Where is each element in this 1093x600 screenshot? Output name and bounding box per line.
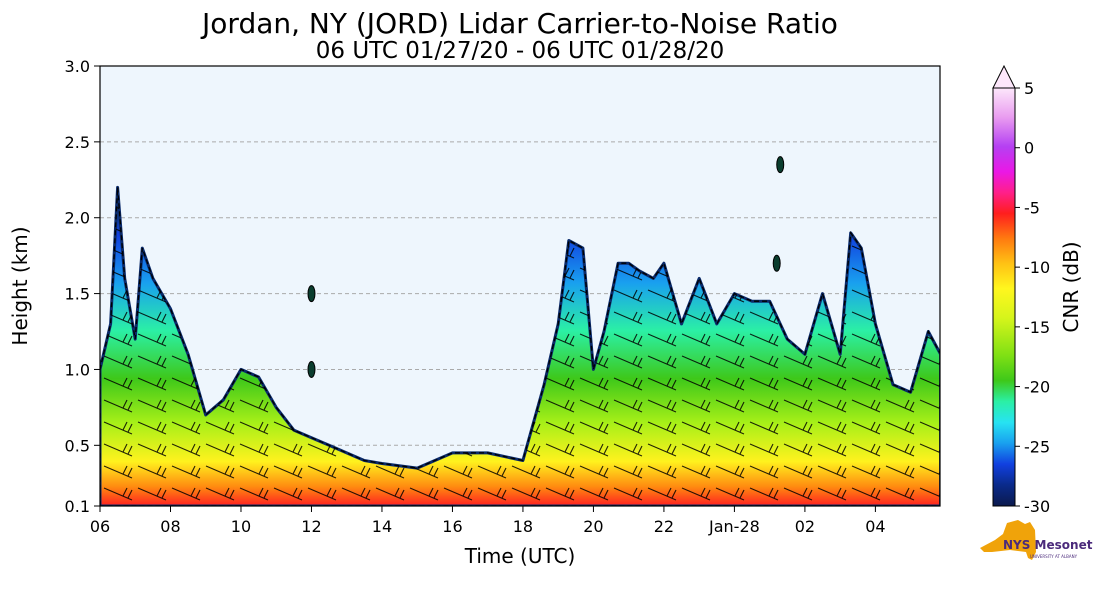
colorbar-tick-label: -20 [1024, 378, 1050, 397]
x-axis: 06 08 10 12 14 16 18 20 22 Jan-28 02 04 [90, 506, 886, 536]
x-axis-label: Time (UTC) [464, 544, 576, 568]
logo-text: NYS Mesonet [1003, 538, 1093, 552]
colorbar-label: CNR (dB) [1059, 241, 1083, 332]
colorbar-ticks: -30 -25 -20 -15 -10 -5 0 5 [1015, 79, 1050, 516]
x-tick-label: 14 [372, 517, 392, 536]
y-tick-label: 0.5 [65, 436, 90, 455]
y-tick-label: 2.5 [65, 133, 90, 152]
y-axis: 0.1 0.5 1.0 1.5 2.0 2.5 3.0 [65, 57, 100, 516]
colorbar-tick-label: -15 [1024, 318, 1050, 337]
x-tick-label: 18 [513, 517, 533, 536]
y-tick-label: 2.0 [65, 209, 90, 228]
colorbar-tick-label: -25 [1024, 437, 1050, 456]
x-tick-label: Jan-28 [708, 517, 760, 536]
colorbar-extend-arrow [992, 64, 1016, 89]
nys-mesonet-logo: NYS Mesonet UNIVERSITY AT ALBANY [980, 520, 1093, 560]
isolated-echo [776, 156, 785, 174]
y-tick-label: 3.0 [65, 57, 90, 76]
x-tick-label: 02 [795, 517, 815, 536]
colorbar-gradient [992, 87, 1016, 507]
isolated-echo [307, 360, 316, 378]
y-tick-label: 1.0 [65, 360, 90, 379]
x-tick-label: 10 [231, 517, 251, 536]
colorbar-tick-label: 0 [1024, 139, 1034, 158]
colorbar-tick-label: -30 [1024, 497, 1050, 516]
x-tick-label: 16 [442, 517, 462, 536]
colorbar [992, 64, 1016, 507]
y-axis-label: Height (km) [8, 226, 32, 345]
colorbar-tick-label: 5 [1024, 79, 1034, 98]
plot-frame [99, 65, 941, 507]
logo-subtext: UNIVERSITY AT ALBANY [1030, 554, 1078, 559]
wind-barbs-overlay [100, 187, 940, 506]
colorbar-tick-label: -10 [1024, 258, 1050, 277]
y-tick-label: 0.1 [65, 497, 90, 516]
x-tick-label: 12 [301, 517, 321, 536]
chart-title: Jordan, NY (JORD) Lidar Carrier-to-Noise… [200, 7, 838, 40]
x-tick-label: 08 [160, 517, 180, 536]
x-tick-label: 22 [654, 517, 674, 536]
ny-state-shape [980, 520, 1036, 560]
y-tick-label: 1.5 [65, 285, 90, 304]
x-tick-label: 04 [865, 517, 885, 536]
colorbar-tick-label: -5 [1024, 198, 1040, 217]
contour-outline [100, 187, 940, 506]
x-tick-label: 06 [90, 517, 110, 536]
x-tick-label: 20 [583, 517, 603, 536]
isolated-echo [307, 285, 316, 303]
cnr-field [100, 156, 940, 506]
chart-subtitle: 06 UTC 01/27/20 - 06 UTC 01/28/20 [316, 38, 725, 64]
isolated-echo [772, 254, 781, 272]
